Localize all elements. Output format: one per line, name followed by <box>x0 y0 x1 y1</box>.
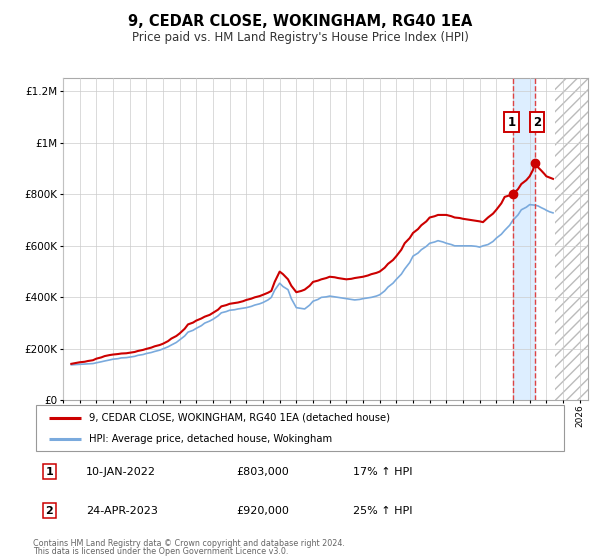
Text: 2: 2 <box>46 506 53 516</box>
Bar <box>554 78 588 400</box>
Bar <box>554 78 588 400</box>
Text: HPI: Average price, detached house, Wokingham: HPI: Average price, detached house, Woki… <box>89 435 332 444</box>
Text: Contains HM Land Registry data © Crown copyright and database right 2024.: Contains HM Land Registry data © Crown c… <box>33 539 345 548</box>
Text: Price paid vs. HM Land Registry's House Price Index (HPI): Price paid vs. HM Land Registry's House … <box>131 31 469 44</box>
Text: 2: 2 <box>533 116 541 129</box>
Text: £920,000: £920,000 <box>236 506 290 516</box>
Text: This data is licensed under the Open Government Licence v3.0.: This data is licensed under the Open Gov… <box>33 547 289 556</box>
Bar <box>514 78 535 400</box>
Text: 25% ↑ HPI: 25% ↑ HPI <box>353 506 412 516</box>
Text: 24-APR-2023: 24-APR-2023 <box>86 506 158 516</box>
Text: 1: 1 <box>508 116 515 129</box>
Text: 9, CEDAR CLOSE, WOKINGHAM, RG40 1EA: 9, CEDAR CLOSE, WOKINGHAM, RG40 1EA <box>128 14 472 29</box>
FancyBboxPatch shape <box>36 405 564 451</box>
Text: 1: 1 <box>46 466 53 477</box>
Text: 9, CEDAR CLOSE, WOKINGHAM, RG40 1EA (detached house): 9, CEDAR CLOSE, WOKINGHAM, RG40 1EA (det… <box>89 413 390 423</box>
Text: 10-JAN-2022: 10-JAN-2022 <box>86 466 156 477</box>
Text: 17% ↑ HPI: 17% ↑ HPI <box>353 466 412 477</box>
Text: £803,000: £803,000 <box>236 466 289 477</box>
